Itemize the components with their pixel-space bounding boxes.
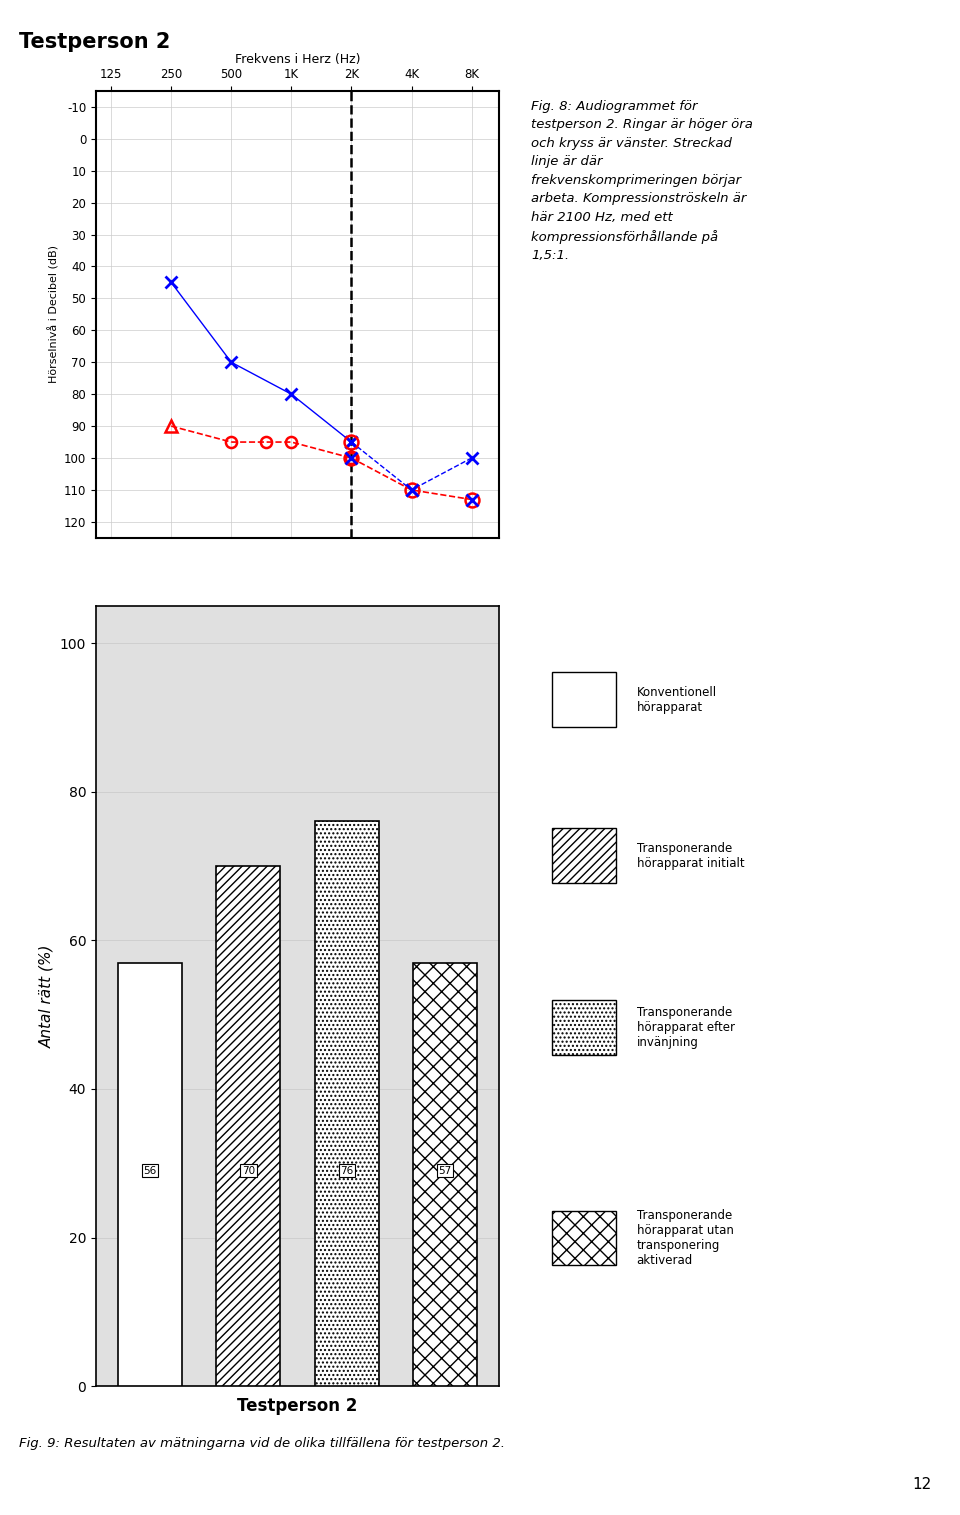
Text: Fig. 8: Audiogrammet för
testperson 2. Ringar är höger öra
och kryss är vänster.: Fig. 8: Audiogrammet för testperson 2. R… — [531, 100, 753, 262]
Text: Fig. 9: Resultaten av mätningarna vid de olika tillfällena för testperson 2.: Fig. 9: Resultaten av mätningarna vid de… — [19, 1436, 505, 1450]
X-axis label: Frekvens i Herz (Hz): Frekvens i Herz (Hz) — [235, 53, 360, 65]
Y-axis label: Antal rätt (%): Antal rätt (%) — [39, 944, 55, 1048]
X-axis label: Testperson 2: Testperson 2 — [237, 1397, 358, 1415]
Bar — [552, 829, 615, 883]
Bar — [118, 962, 182, 1386]
Bar — [315, 821, 379, 1386]
Text: 12: 12 — [912, 1477, 931, 1492]
Text: 56: 56 — [143, 1165, 156, 1176]
Text: Testperson 2: Testperson 2 — [19, 32, 171, 52]
Text: Transponerande
hörapparat efter
invänjning: Transponerande hörapparat efter invänjni… — [636, 1006, 734, 1048]
Text: Transponerande
hörapparat utan
transponering
aktiverad: Transponerande hörapparat utan transpone… — [636, 1209, 733, 1267]
Bar — [413, 962, 477, 1386]
Text: Konventionell
hörapparat: Konventionell hörapparat — [636, 686, 717, 714]
Bar — [552, 1000, 615, 1054]
Text: 70: 70 — [242, 1165, 255, 1176]
Y-axis label: Hörselnivå i Decibel (dB): Hörselnivå i Decibel (dB) — [48, 245, 60, 383]
Text: Transponerande
hörapparat initialt: Transponerande hörapparat initialt — [636, 842, 744, 870]
Bar — [552, 1210, 615, 1265]
Text: 57: 57 — [439, 1165, 452, 1176]
Bar — [216, 867, 280, 1386]
Bar — [552, 673, 615, 727]
Text: 76: 76 — [340, 1165, 353, 1176]
